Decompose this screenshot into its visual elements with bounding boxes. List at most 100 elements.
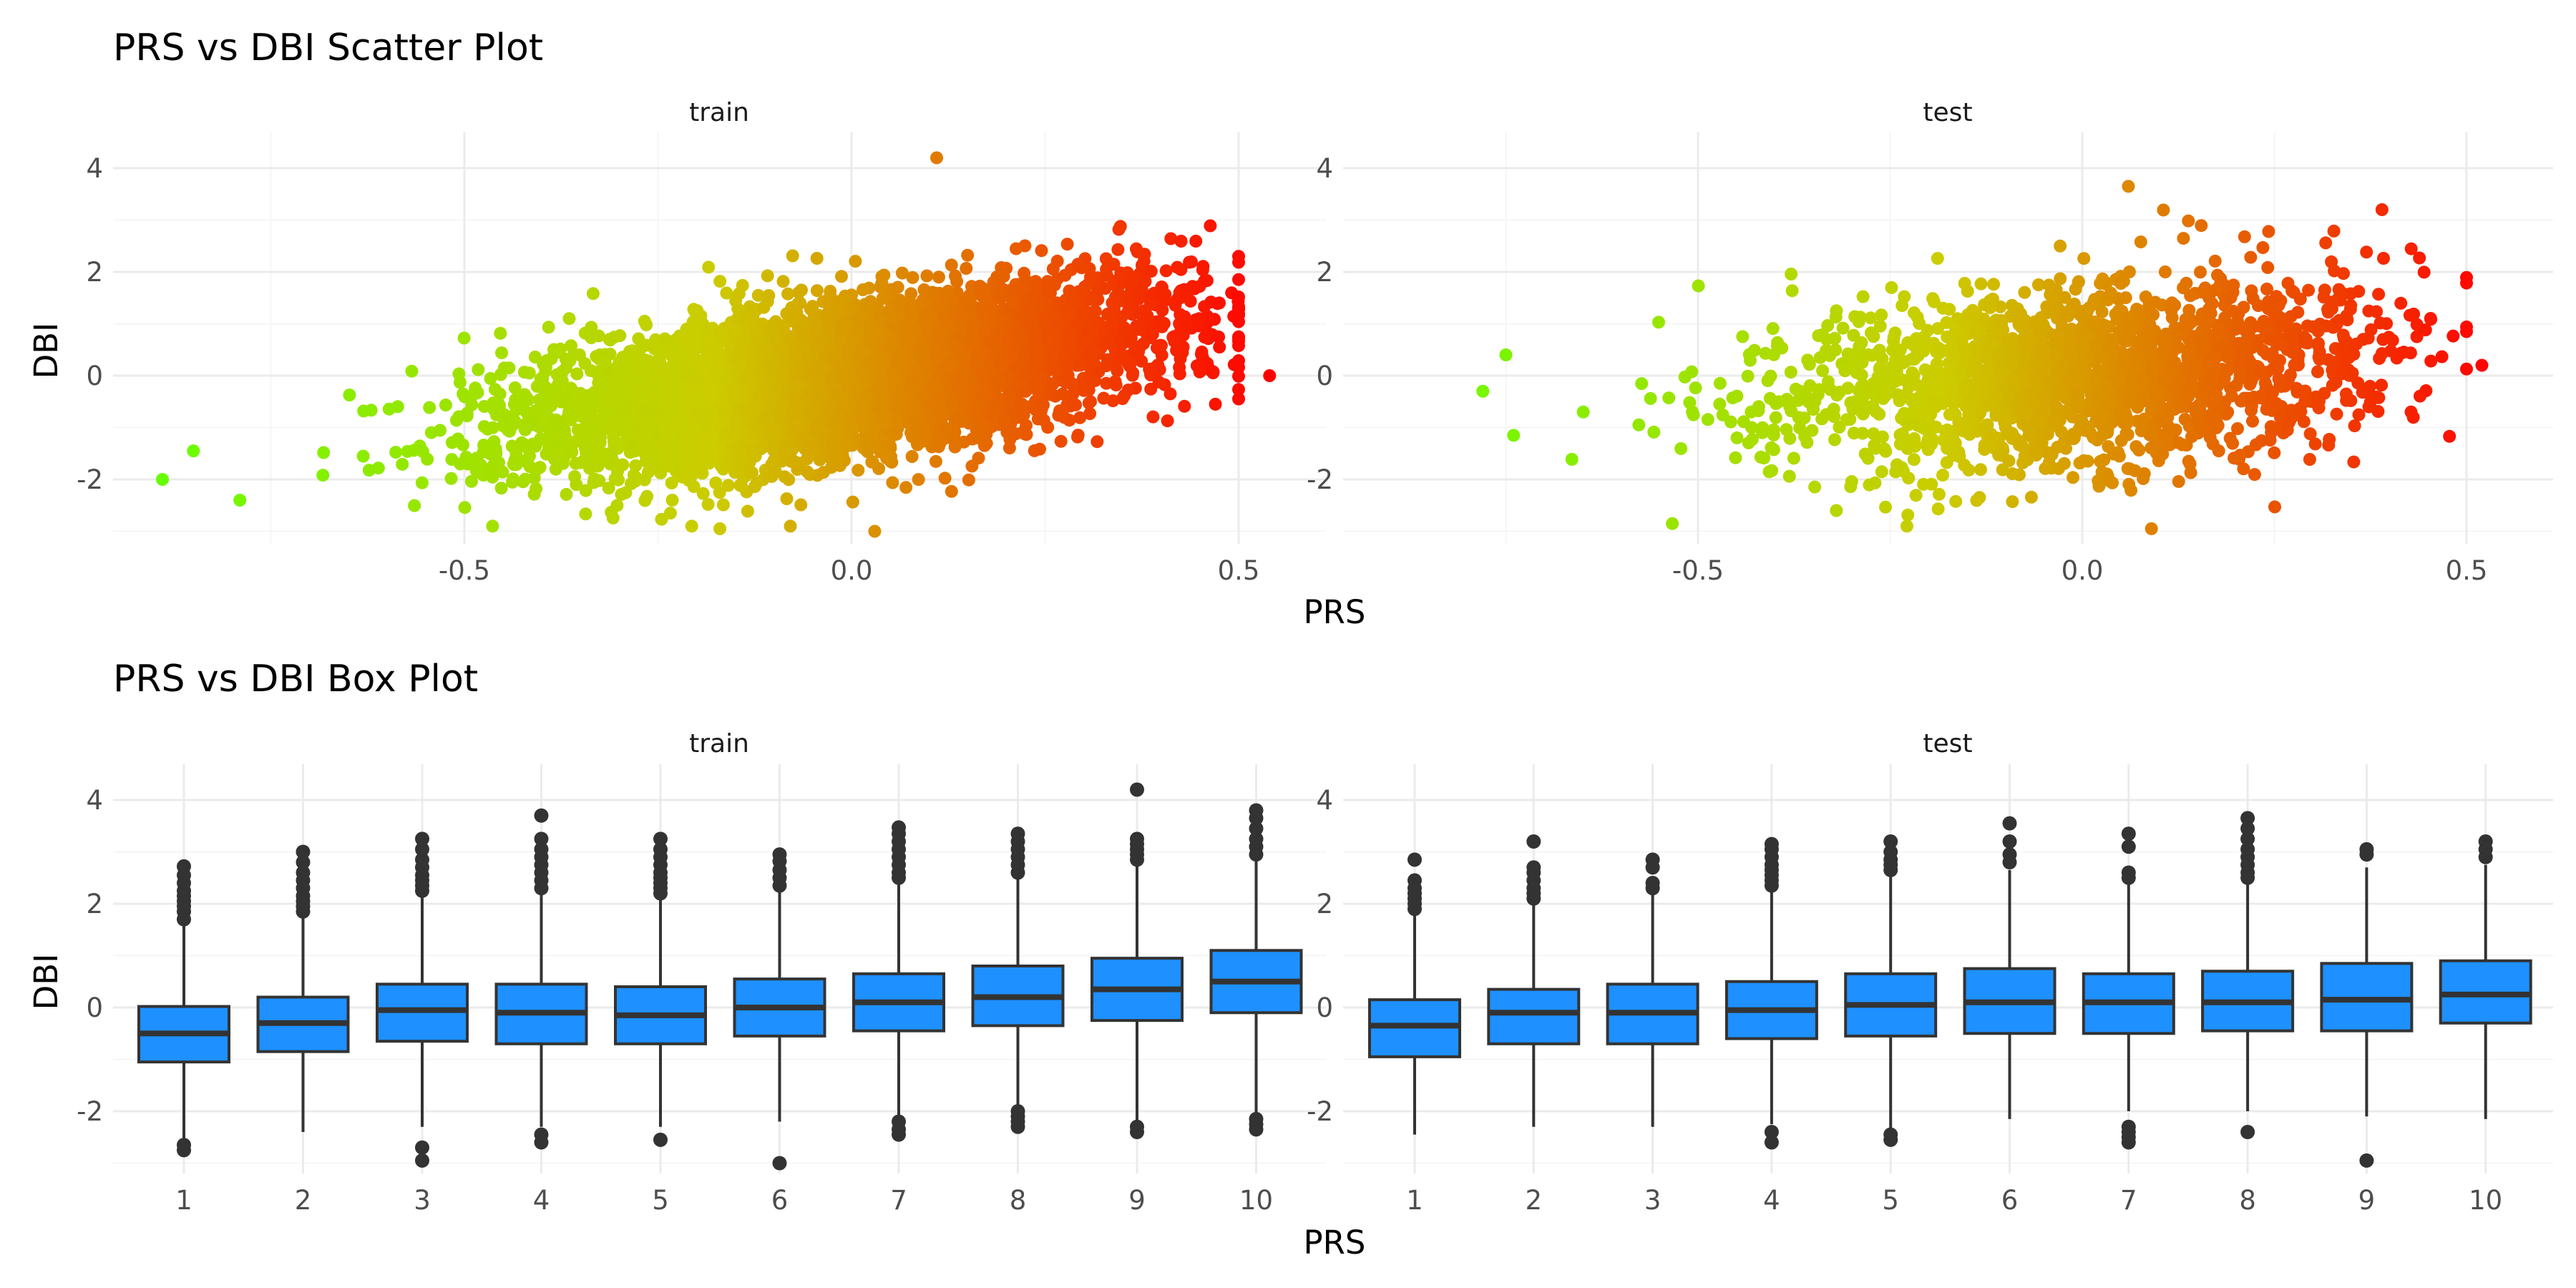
scatter-point [1073, 411, 1087, 424]
scatter-point [763, 396, 777, 409]
scatter-point [1102, 336, 1116, 350]
scatter-point [650, 377, 663, 391]
scatter-point [1193, 365, 1206, 379]
scatter-point [766, 424, 780, 438]
scatter-point [1085, 270, 1098, 283]
scatter-point [976, 370, 990, 384]
scatter-point [1048, 278, 1061, 292]
scatter-point [751, 418, 765, 431]
scatter-point [1144, 265, 1158, 278]
scatter-title: PRS vs DBI Scatter Plot [113, 26, 543, 69]
scatter-point [893, 388, 907, 401]
scatter-point [1058, 268, 1072, 282]
scatter-point [1173, 361, 1186, 374]
scatter-point [356, 449, 370, 463]
scatter-point [750, 477, 763, 490]
scatter-point [790, 399, 804, 412]
scatter-point [685, 519, 698, 533]
scatter-point [522, 366, 536, 380]
scatter-point [896, 351, 909, 365]
scatter-point [789, 379, 802, 393]
scatter-point [1052, 318, 1065, 331]
scatter-point [1171, 260, 1184, 274]
scatter-point [1232, 303, 1245, 316]
scatter-point [640, 366, 654, 379]
scatter-point [804, 303, 817, 316]
scatter-point [401, 444, 414, 458]
scatter-point [554, 342, 567, 356]
scatter-point [1185, 255, 1198, 268]
scatter-point [879, 447, 892, 461]
scatter-point [1037, 414, 1050, 427]
scatter-point [794, 498, 808, 512]
scatter-point [1192, 312, 1206, 326]
scatter-point [1111, 364, 1124, 378]
scatter-point [879, 408, 892, 421]
scatter-point [719, 374, 733, 388]
scatter-point [562, 312, 576, 326]
scatter-point [757, 343, 771, 356]
scatter-point [542, 321, 555, 334]
scatter-point [1143, 367, 1157, 381]
scatter-point [1020, 428, 1033, 441]
scatter-point [938, 472, 952, 485]
scatter-point [691, 374, 705, 387]
scatter-point [942, 361, 955, 374]
scatter-point [713, 275, 727, 288]
scatter-point [1013, 335, 1026, 348]
scatter-point [685, 469, 698, 482]
scatter-point [923, 413, 937, 426]
scatter-point [638, 314, 651, 328]
scatter-point [975, 287, 988, 301]
scatter-section: PRS vs DBI Scatter Plot train test -2024… [27, 26, 2553, 631]
scatter-point [845, 366, 859, 380]
scatter-point [1213, 296, 1226, 310]
scatter-point [469, 464, 483, 477]
scatter-point [464, 474, 478, 488]
scatter-point [655, 412, 668, 426]
scatter-point [1154, 339, 1168, 353]
scatter-point [634, 342, 647, 356]
scatter-strip-test: test [1923, 98, 1972, 127]
scatter-point [862, 299, 876, 313]
scatter-point [1012, 326, 1025, 339]
scatter-point [674, 349, 688, 363]
scatter-point [831, 411, 845, 425]
scatter-point [1069, 398, 1083, 411]
scatter-point [492, 456, 505, 469]
scatter-point [597, 409, 610, 422]
scatter-point [593, 374, 607, 388]
scatter-point [632, 332, 645, 346]
scatter-point [779, 446, 792, 459]
scatter-point [819, 308, 833, 322]
scatter-point [1097, 391, 1111, 405]
scatter-point [570, 478, 583, 492]
scatter-point [629, 459, 643, 472]
scatter-point [534, 372, 547, 386]
scatter-point [687, 480, 701, 493]
scatter-point [1010, 377, 1023, 391]
scatter-point [809, 324, 823, 338]
scatter-point [840, 437, 854, 451]
scatter-point [1086, 306, 1099, 319]
scatter-point [605, 397, 619, 411]
y-tick-label: 2 [86, 257, 103, 288]
scatter-point [602, 482, 615, 495]
scatter-point [912, 473, 925, 487]
scatter-point [1198, 300, 1211, 313]
scatter-point [665, 494, 679, 507]
scatter-point [751, 288, 765, 302]
scatter-point [1131, 287, 1143, 301]
scatter-point [899, 481, 913, 494]
scatter-point [961, 248, 975, 262]
scatter-point [1035, 244, 1048, 258]
scatter-point [932, 326, 946, 340]
scatter-point [698, 451, 711, 464]
scatter-point [875, 270, 889, 283]
scatter-strip-train: train [689, 98, 749, 127]
scatter-point [507, 472, 520, 486]
scatter-point [1002, 333, 1015, 347]
scatter-point [579, 507, 592, 521]
scatter-point [918, 321, 932, 335]
scatter-point [628, 379, 641, 393]
